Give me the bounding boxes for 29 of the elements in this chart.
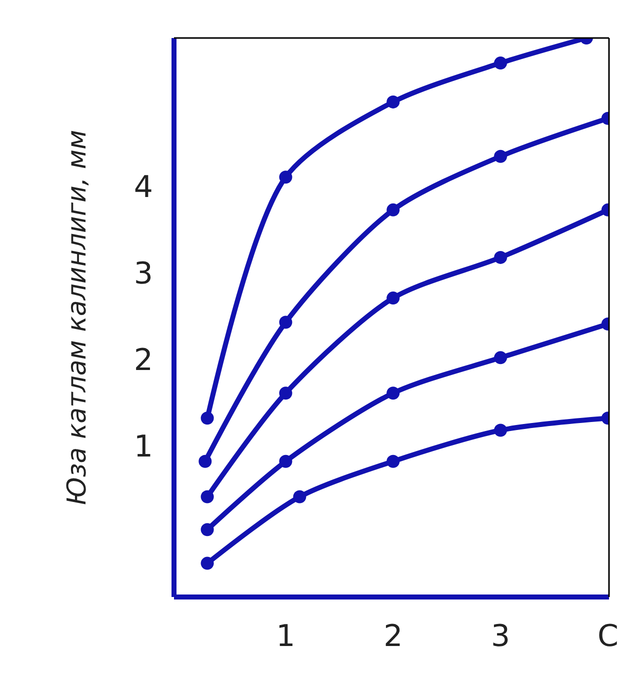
point [386,454,400,468]
point [200,556,214,570]
point [386,203,400,216]
x-tick-label: 3 [490,619,510,654]
y-tick-label: 1 [134,429,153,464]
point [494,56,508,70]
point [293,490,306,504]
point [279,454,292,468]
point [386,95,400,108]
point [494,150,508,163]
x-tick-label: 2 [384,619,403,654]
point [200,412,214,425]
y-tick-label: 4 [134,170,153,206]
point [494,351,508,364]
y-tick-label: 2 [134,342,153,378]
point [200,490,214,504]
y-tick-label: 3 [134,256,153,292]
point [279,316,292,329]
point [494,250,508,264]
x-tick-label: C [597,619,618,654]
point [494,424,508,437]
point [386,386,400,400]
point [200,523,214,536]
point [386,292,400,305]
point [279,386,292,400]
point [198,454,212,468]
point [279,170,292,184]
y-axis-title: Юза катлам калинлиги, мм [62,130,92,506]
x-tick-label: 1 [276,619,296,654]
